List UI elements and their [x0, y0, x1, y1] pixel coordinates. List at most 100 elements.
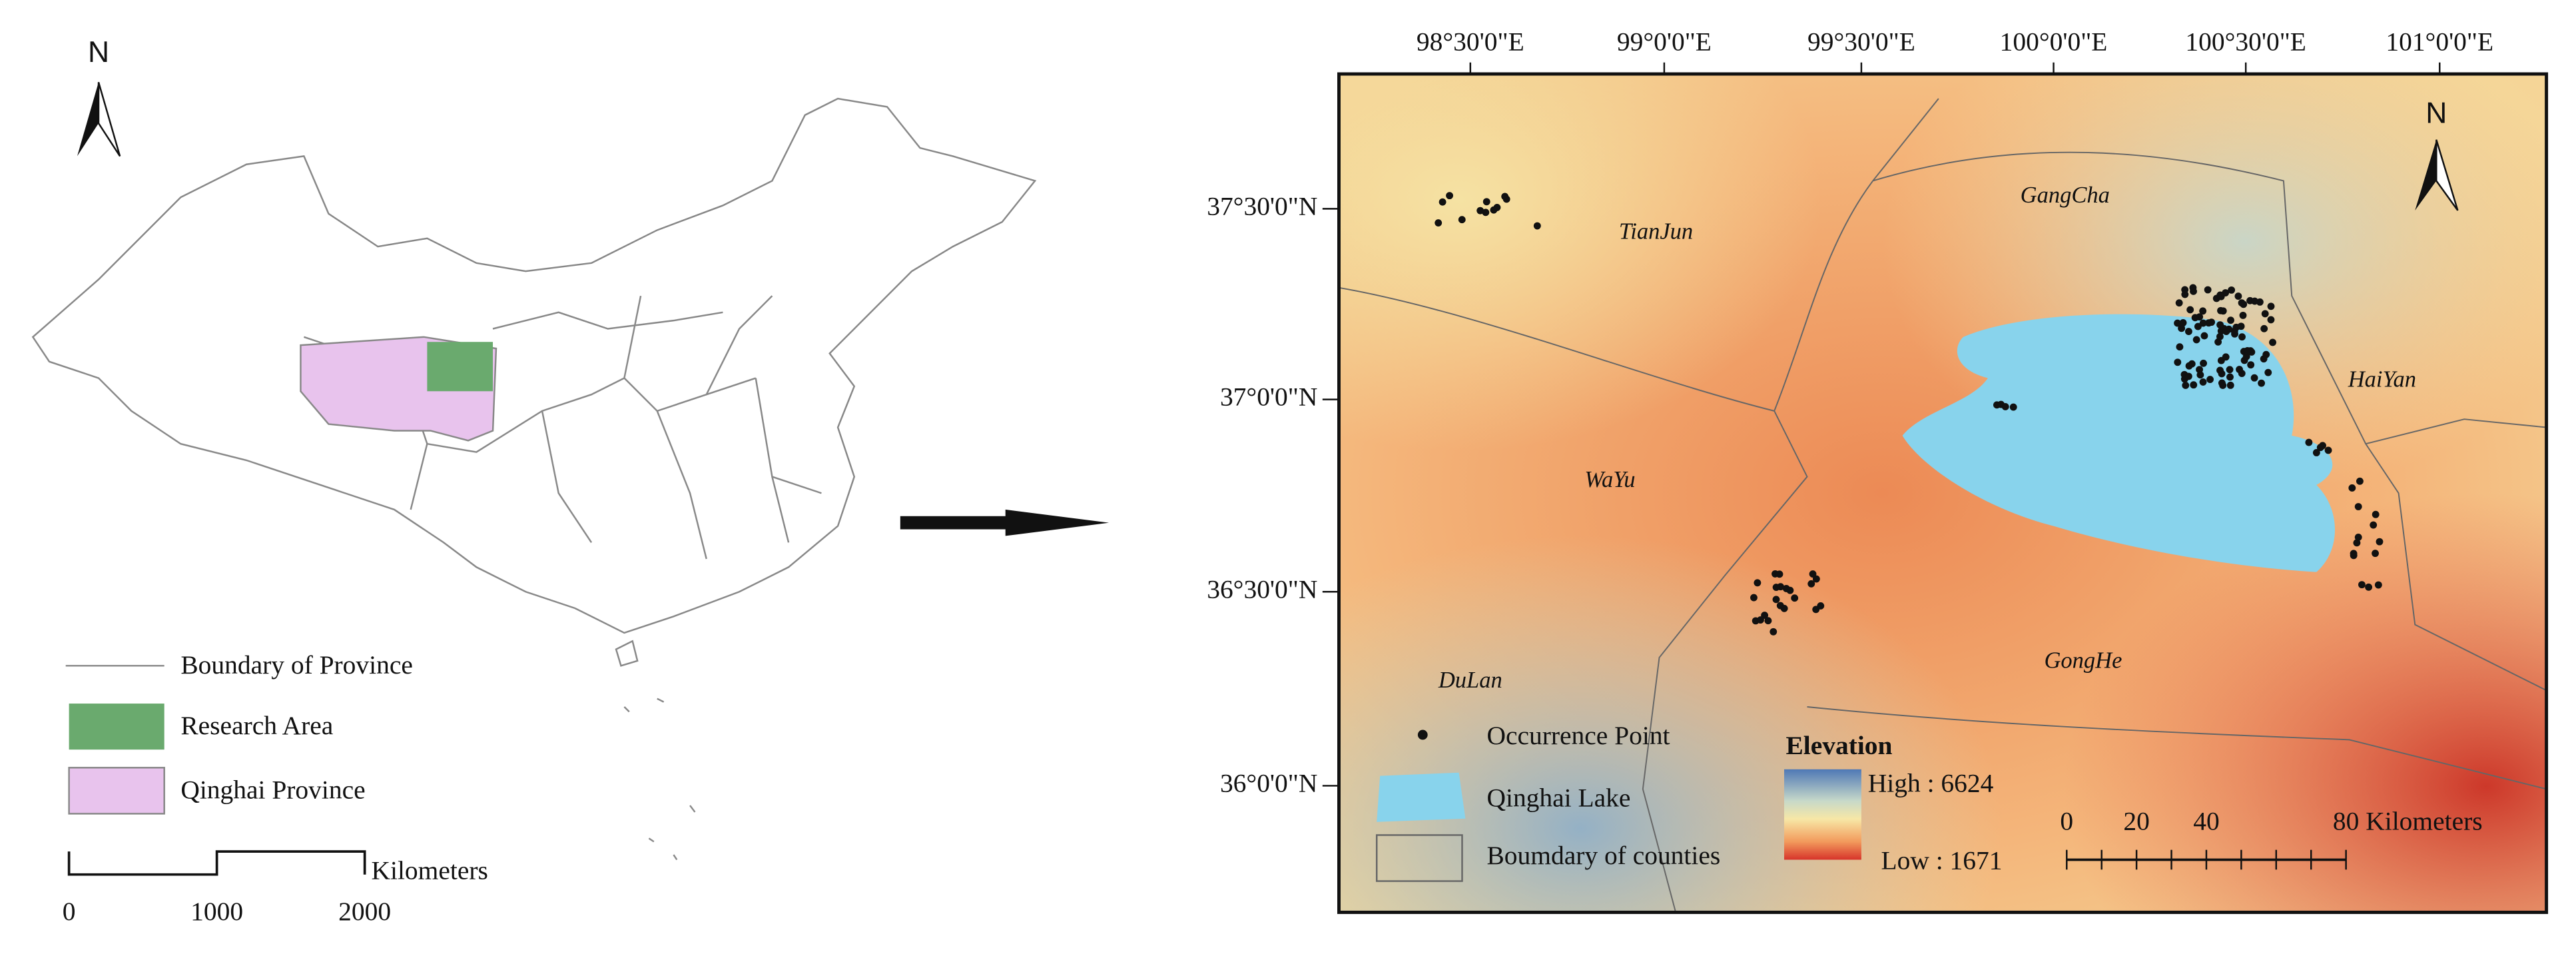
- longitude-label: 98°30'0"E: [1417, 27, 1524, 57]
- graticule: 98°30'0"E 99°0'0"E 99°30'0"E 100°0'0"E 100°3…: [1207, 27, 2493, 798]
- occurrence-points: [1435, 192, 2384, 636]
- occurrence-point: [2350, 550, 2358, 558]
- occurrence-point: [1812, 575, 1820, 583]
- scale-label: 2000: [338, 897, 391, 926]
- occurrence-point: [1502, 195, 1510, 203]
- occurrence-point: [2196, 366, 2204, 374]
- research-area: [427, 342, 493, 392]
- occurrence-point: [2240, 300, 2248, 308]
- occurrence-point: [2175, 299, 2183, 307]
- occurrence-point: [1533, 222, 1541, 230]
- occurrence-point: [2001, 403, 2009, 410]
- occurrence-point: [2200, 332, 2208, 340]
- occurrence-point: [1775, 570, 1783, 578]
- occurrence-point: [2226, 366, 2234, 374]
- occurrence-point: [2242, 352, 2250, 360]
- scale-label: 40: [2193, 806, 2219, 835]
- occurrence-point: [2251, 297, 2258, 305]
- occurrence-point: [2261, 310, 2269, 318]
- occurrence-point: [2267, 302, 2275, 310]
- occurrence-point: [2258, 379, 2266, 387]
- china-map: [31, 97, 1037, 861]
- county-label: WaYu: [1584, 467, 1635, 492]
- occurrence-point: [2185, 362, 2193, 370]
- elevation-map: [1339, 74, 2547, 913]
- occurrence-point: [1757, 616, 1764, 624]
- occurrence-point: [2370, 521, 2378, 529]
- legend-label: Occurrence Point: [1486, 721, 1670, 750]
- scale-unit: Kilometers: [372, 855, 488, 885]
- occurrence-point: [2222, 353, 2230, 361]
- scale-label: 0: [63, 897, 76, 926]
- occurrence-point: [2182, 382, 2190, 389]
- occurrence-point: [2238, 333, 2246, 341]
- latitude-label: 36°30'0"N: [1207, 574, 1317, 604]
- latitude-label: 37°30'0"N: [1207, 191, 1317, 221]
- occurrence-point: [2192, 336, 2200, 344]
- longitude-label: 101°0'0"E: [2386, 27, 2493, 57]
- occurrence-point: [1761, 612, 1769, 620]
- occurrence-point: [1750, 594, 1758, 602]
- occurrence-point: [2374, 581, 2382, 589]
- occurrence-point: [2250, 374, 2258, 382]
- occurrence-point: [1993, 401, 2001, 409]
- occurrence-point: [2205, 319, 2212, 327]
- occurrence-point: [1770, 628, 1777, 636]
- north-label: N: [88, 36, 109, 69]
- occurrence-point: [1812, 606, 1820, 614]
- legend-label: Research Area: [180, 711, 333, 740]
- legend-label: Qinghai Province: [180, 775, 365, 804]
- occurrence-point: [2189, 284, 2197, 292]
- occurrence-point: [2354, 503, 2362, 510]
- legend-label: Boumdary of counties: [1486, 841, 1720, 870]
- occurrence-point: [2319, 442, 2326, 450]
- occurrence-point: [2236, 366, 2243, 374]
- occurrence-point: [1772, 596, 1780, 604]
- north-label: N: [2425, 97, 2447, 129]
- occurrence-point: [2358, 581, 2366, 589]
- occurrence-point: [2234, 292, 2242, 300]
- occurrence-point: [2200, 359, 2208, 367]
- scale-bar: 0 1000 2000: [63, 850, 391, 926]
- occurrence-point: [2269, 338, 2276, 346]
- county-label: GangCha: [2021, 183, 2110, 208]
- occurrence-point: [2181, 290, 2189, 298]
- legend-point: [1417, 729, 1428, 740]
- county-label: GongHe: [2044, 648, 2122, 673]
- occurrence-point: [2353, 539, 2361, 547]
- occurrence-point: [2206, 376, 2214, 383]
- latitude-label: 36°0'0"N: [1220, 769, 1317, 798]
- scale-label: 20: [2123, 806, 2149, 835]
- scale-label: 80: [2333, 806, 2359, 835]
- scale-bar: 0 20 40 80: [2060, 806, 2359, 870]
- occurrence-point: [2194, 322, 2202, 330]
- occurrence-point: [1482, 198, 1490, 206]
- occurrence-point: [2190, 381, 2198, 389]
- north-arrow: [2415, 139, 2459, 211]
- occurrence-point: [2247, 361, 2255, 369]
- occurrence-point: [2356, 477, 2364, 485]
- occurrence-point: [2267, 316, 2275, 324]
- occurrence-point: [1780, 604, 1788, 612]
- elevation-ramp: [1783, 769, 1861, 860]
- occurrence-point: [2227, 316, 2234, 324]
- scale-line: [67, 850, 366, 876]
- occurrence-point: [1446, 192, 1454, 200]
- elevation-title: Elevation: [1785, 731, 1892, 760]
- occurrence-point: [2199, 307, 2207, 315]
- occurrence-point: [2216, 332, 2224, 340]
- occurrence-point: [1482, 209, 1490, 217]
- longitude-label: 100°0'0"E: [2000, 27, 2108, 57]
- longitude-label: 99°0'0"E: [1617, 27, 1712, 57]
- arrow: [900, 509, 1110, 536]
- occurrence-point: [2226, 381, 2234, 389]
- occurrence-point: [2312, 449, 2320, 456]
- occurrence-point: [2216, 321, 2224, 329]
- occurrence-point: [2228, 286, 2236, 294]
- occurrence-point: [1809, 570, 1817, 578]
- county-label: DuLan: [1438, 668, 1502, 693]
- occurrence-point: [1439, 198, 1447, 206]
- occurrence-point: [2376, 538, 2384, 546]
